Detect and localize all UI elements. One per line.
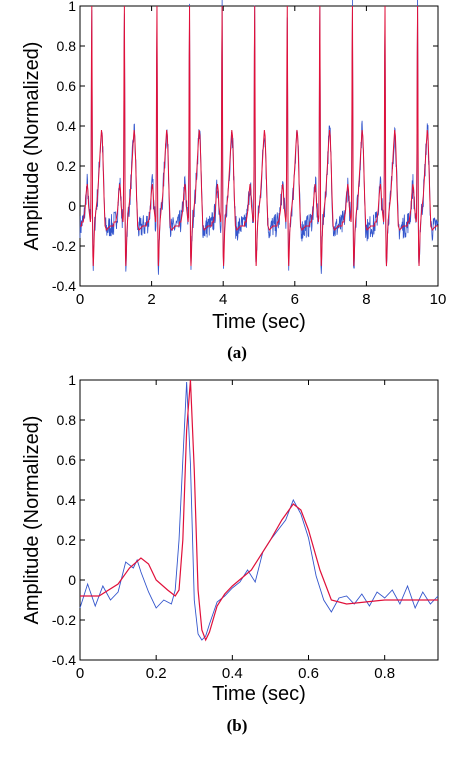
panel-b-plot-frame xyxy=(79,379,439,661)
panel-b-y-tick-label: 0.6 xyxy=(57,452,77,468)
panel-b-x-tick-label: 0.6 xyxy=(298,665,319,682)
panel-a-x-tick-label: 0 xyxy=(76,291,84,308)
panel-a-y-tick-label: 0.6 xyxy=(57,78,77,94)
panel-a-x-tick-label: 6 xyxy=(291,291,299,308)
panel-b-x-axis-label: Time (sec) xyxy=(212,683,306,705)
panel-a-y-tick-label: -0.2 xyxy=(52,238,76,254)
panel-b-y-tick-label: 0 xyxy=(68,572,76,588)
panel-a-y-tick-label: 0.8 xyxy=(57,38,77,54)
panel-a-caption: (a) xyxy=(227,343,247,362)
panel-b-y-tick-label: 0.2 xyxy=(57,532,77,548)
panel-b-filtered-series-line xyxy=(80,379,438,642)
panel-a-y-tick-label: 1 xyxy=(68,0,76,14)
panel-a-x-tick-label: 8 xyxy=(362,291,370,308)
panel-a-x-tick-label: 4 xyxy=(219,291,227,308)
panel-b-noisy-series-line xyxy=(79,381,439,641)
panel-b-x-tick-label: 0.4 xyxy=(222,665,243,682)
panel-a-y-tick-label: -0.4 xyxy=(52,278,76,294)
panel-b-y-tick-label: -0.2 xyxy=(52,612,76,628)
panel-b-y-tick-label: 0.8 xyxy=(57,412,77,428)
panel-a-x-tick-label: 10 xyxy=(430,291,447,308)
panel-b-caption: (b) xyxy=(226,716,248,735)
panel-b-y-axis-label: Amplitude (Normalized) xyxy=(21,416,43,625)
panel-a-x-tick-label: 2 xyxy=(147,291,155,308)
panel-a-plot-frame xyxy=(79,5,439,287)
panel-b-x-tick-label: 0 xyxy=(76,665,84,682)
panel-a-y-axis-label: Amplitude (Normalized) xyxy=(21,42,43,251)
panel-a-x-axis-label: Time (sec) xyxy=(212,311,306,333)
panel-a-plot: -0.4 -0.2 0 0.2 0.4 0.6 0.8 1 0 2 4 6 8 10 Time (sec… xyxy=(21,0,446,333)
panel-b-y-tick-label: -0.4 xyxy=(52,652,76,668)
panel-b-y-tick-label: 0.4 xyxy=(57,492,77,508)
panel-a-y-tick-label: 0.2 xyxy=(57,158,77,174)
panel-b-x-tick-label: 0.2 xyxy=(146,665,167,682)
panel-b-plot: -0.4 -0.2 0 0.2 0.4 0.6 0.8 1 0 0.2 0.4 0.6 0.8 Tim… xyxy=(21,372,439,705)
panel-a-y-tick-label: 0.4 xyxy=(57,118,77,134)
panel-b-y-tick-label: 1 xyxy=(68,372,76,388)
panel-a-filtered-series-line xyxy=(80,5,438,267)
panel-a-y-tick-label: 0 xyxy=(68,198,76,214)
panel-b-x-tick-label: 0.8 xyxy=(374,665,395,682)
